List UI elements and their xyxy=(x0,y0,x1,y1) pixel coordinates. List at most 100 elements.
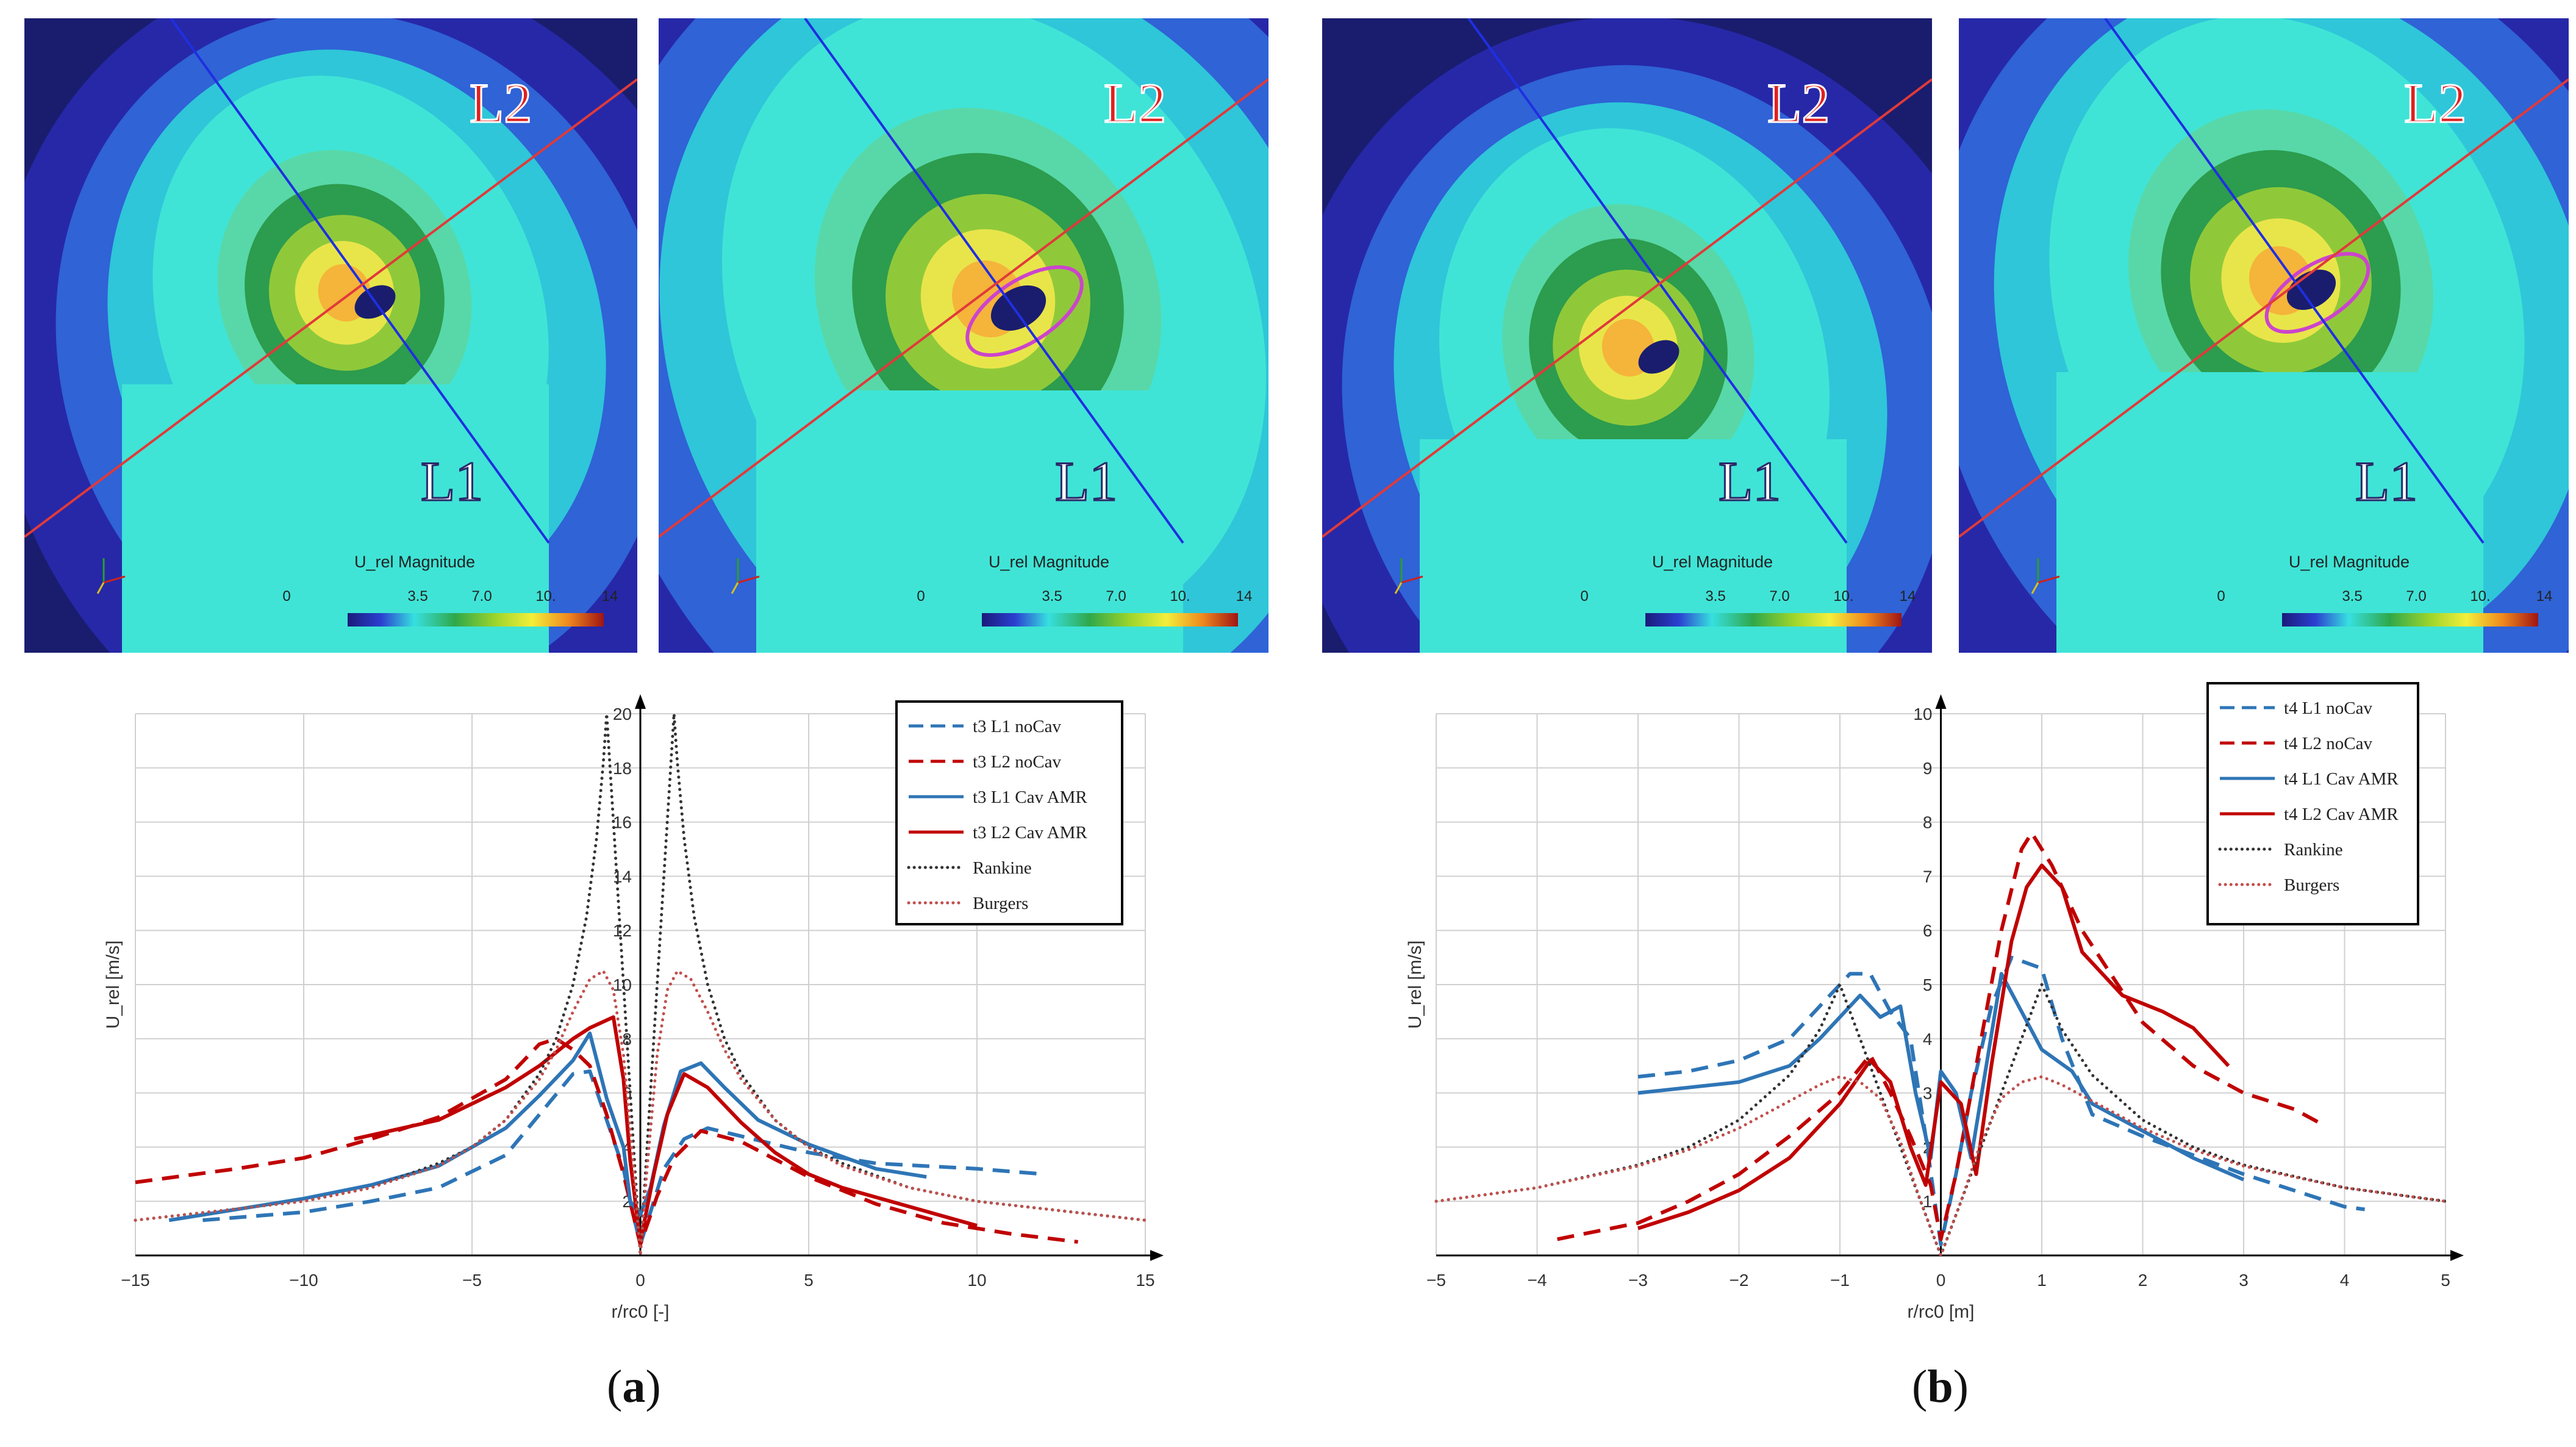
y-tick-label: 20 xyxy=(613,705,632,724)
contour-field-1 xyxy=(24,18,637,653)
contour-panel-4: L2 L1 U_rel Magnitude 0 3.5 7.0 10. 14 xyxy=(1959,18,2569,653)
colorbar-tick-2-1: 0 xyxy=(917,588,925,605)
contour-field-4 xyxy=(1959,18,2569,653)
colorbar-title-2: U_rel Magnitude xyxy=(989,553,1109,571)
cavity-ellipse-2 xyxy=(965,265,1084,357)
colorbar-tick-3-5: 14 xyxy=(1900,588,1916,605)
colorbar-tick-4-4: 10. xyxy=(2470,588,2490,605)
contour-panel-3: L2 L1 U_rel Magnitude 0 3.5 7.0 10. 14 xyxy=(1322,18,1932,653)
series-line-5 xyxy=(134,712,1147,1257)
triad-y-2 xyxy=(731,582,739,594)
label-l1-4: L1 xyxy=(2355,450,2417,512)
y-tick-label: 12 xyxy=(613,921,632,940)
triad-y-1 xyxy=(96,582,105,594)
contour-plume-4 xyxy=(2056,372,2483,653)
y-tick-label: 5 xyxy=(1923,975,1933,994)
series-line-6 xyxy=(134,969,1147,1257)
line-l1-4 xyxy=(2104,18,2485,544)
y-axis-label: U_rel [m/s] xyxy=(103,940,123,1029)
label-l2-2: L2 xyxy=(1104,72,1166,134)
contour-plume-2 xyxy=(756,390,1183,653)
caption-b-open: ( xyxy=(1912,1361,1928,1412)
caption-a-letter: a xyxy=(622,1361,646,1412)
line-l2-3 xyxy=(1322,78,1932,538)
x-tick-label: 0 xyxy=(1936,1271,1946,1290)
colorbar-tick-3-2: 3.5 xyxy=(1705,588,1725,605)
triad-x-2 xyxy=(737,575,760,584)
legend-label-1: t4 L1 noCav xyxy=(2284,698,2372,718)
x-tick-label: 4 xyxy=(2340,1271,2350,1290)
x-axis-label: r/rc0 [m] xyxy=(1908,1302,1975,1322)
series-line-4 xyxy=(354,1015,978,1244)
colorbar-tick-4-5: 14 xyxy=(2536,588,2553,605)
y-axis-arrow xyxy=(635,694,646,709)
label-l1-2: L1 xyxy=(1055,450,1117,512)
y-tick-label: 16 xyxy=(613,813,632,832)
chart-legend-1: t3 L1 noCav t3 L2 noCav t3 L1 Cav AMR t3 L2… xyxy=(895,700,1123,925)
series-line-1 xyxy=(1637,955,2365,1247)
vortex-core-3 xyxy=(1638,340,1680,374)
contour-panel-1: L2 L1 U_rel Magnitude 0 3.5 7.0 10. 14 xyxy=(24,18,637,653)
x-axis-arrow xyxy=(2450,1250,2464,1261)
colorbar-tick-3-4: 10. xyxy=(1833,588,1853,605)
line-l2-1 xyxy=(24,78,637,538)
x-tick-label: 5 xyxy=(804,1271,814,1290)
line-l1-1 xyxy=(170,18,550,544)
x-tick-label: 3 xyxy=(2239,1271,2249,1290)
x-axis-arrow xyxy=(1150,1250,1164,1261)
colorbar-3 xyxy=(1645,613,1902,627)
colorbar-title-3: U_rel Magnitude xyxy=(1652,553,1773,571)
label-l1-3: L1 xyxy=(1719,450,1781,512)
x-tick-label: 2 xyxy=(2138,1271,2148,1290)
y-tick-label: 8 xyxy=(1923,813,1933,832)
y-tick-label: 8 xyxy=(622,1030,632,1049)
y-tick-label: 3 xyxy=(1923,1084,1933,1103)
legend-label-2: t4 L2 noCav xyxy=(2284,734,2372,753)
colorbar-tick-3-3: 7.0 xyxy=(1769,588,1789,605)
y-tick-label: 1 xyxy=(1923,1192,1933,1211)
x-tick-label: 5 xyxy=(2441,1271,2450,1290)
colorbar-tick-4-1: 0 xyxy=(2217,588,2225,605)
triad-x-4 xyxy=(2038,575,2060,584)
label-l2-1: L2 xyxy=(470,72,532,134)
x-tick-label: −5 xyxy=(1426,1271,1446,1290)
colorbar-tick-1-4: 10. xyxy=(535,588,556,605)
line-l2-2 xyxy=(659,78,1268,538)
x-tick-label: 0 xyxy=(635,1271,645,1290)
y-tick-label: 4 xyxy=(1923,1030,1933,1049)
line-l1-3 xyxy=(1467,18,1848,544)
y-tick-label: 10 xyxy=(1913,705,1932,724)
legend-label-6: Burgers xyxy=(973,894,1028,913)
caption-a-open: ( xyxy=(607,1361,623,1412)
colorbar-tick-4-2: 3.5 xyxy=(2342,588,2362,605)
contour-field-3 xyxy=(1322,18,1932,653)
y-tick-label: 18 xyxy=(613,759,632,778)
x-tick-label: 15 xyxy=(1136,1271,1154,1290)
vortex-core-4 xyxy=(2286,270,2336,310)
y-axis-label: U_rel [m/s] xyxy=(1405,940,1425,1029)
legend-label-2: t3 L2 noCav xyxy=(973,752,1061,772)
colorbar-1 xyxy=(348,613,604,627)
series-line-3 xyxy=(168,1031,927,1223)
colorbar-tick-1-5: 14 xyxy=(602,588,618,605)
chart-legend-2: t4 L1 noCav t4 L2 noCav t4 L1 Cav AMR t4 L2… xyxy=(2206,682,2419,925)
x-tick-label: 1 xyxy=(2037,1271,2047,1290)
label-l1-1: L1 xyxy=(421,450,483,512)
triad-x-1 xyxy=(103,575,126,584)
contour-plume-1 xyxy=(122,384,549,653)
colorbar-tick-2-4: 10. xyxy=(1170,588,1190,605)
x-tick-label: −3 xyxy=(1628,1271,1648,1290)
legend-label-3: t4 L1 Cav AMR xyxy=(2284,769,2399,789)
triad-y-3 xyxy=(1394,582,1403,594)
colorbar-2 xyxy=(982,613,1238,627)
series-line-4 xyxy=(1637,863,2230,1230)
triad-x-3 xyxy=(1401,575,1423,584)
legend-box xyxy=(895,700,1123,925)
y-tick-label: 6 xyxy=(1923,921,1933,940)
caption-b: (b) xyxy=(1912,1360,1969,1413)
x-tick-label: −1 xyxy=(1830,1271,1850,1290)
line-l1-2 xyxy=(804,18,1184,544)
